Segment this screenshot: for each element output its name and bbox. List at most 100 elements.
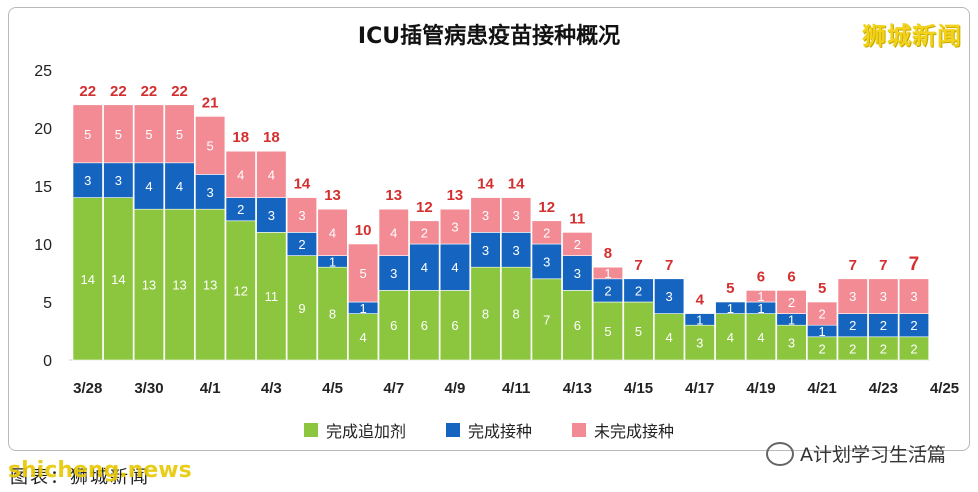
x-tick-label: 4/23 xyxy=(869,380,898,397)
bar-segment-booster xyxy=(225,220,256,361)
bar-segment-full xyxy=(470,232,501,268)
segment-value-label: 3 xyxy=(513,243,520,258)
y-tick-label: 10 xyxy=(34,237,52,254)
segment-value-label: 4 xyxy=(390,225,397,240)
segment-value-label: 2 xyxy=(819,341,826,356)
legend-label-full: 完成接种 xyxy=(467,422,532,441)
segment-value-label: 2 xyxy=(880,318,887,333)
wechat-icon xyxy=(766,441,794,466)
total-value-label: 6 xyxy=(757,268,765,285)
legend-swatch-unvaccinated xyxy=(572,423,586,437)
segment-value-label: 1 xyxy=(360,301,367,316)
total-value-label: 22 xyxy=(79,83,96,100)
bar-segment-booster xyxy=(409,290,440,361)
total-value-label: 21 xyxy=(202,94,219,111)
legend: 完成追加剂 完成接种 未完成接种 xyxy=(0,418,978,442)
segment-value-label: 6 xyxy=(574,318,581,333)
bar-segment-booster xyxy=(562,290,593,361)
bar-segment-unvaccinated xyxy=(501,197,532,233)
total-value-label: 5 xyxy=(818,280,826,297)
segment-value-label: 2 xyxy=(788,295,795,310)
segment-value-label: 2 xyxy=(604,283,611,298)
bar-segment-unvaccinated xyxy=(286,197,318,233)
legend-label-booster: 完成追加剂 xyxy=(325,422,406,441)
bar-segment-unvaccinated xyxy=(470,197,501,233)
segment-value-label: 3 xyxy=(543,254,550,269)
segment-value-label: 3 xyxy=(115,173,122,188)
x-tick-label: 4/17 xyxy=(685,380,714,397)
segment-value-label: 8 xyxy=(482,307,489,322)
total-value-label: 22 xyxy=(171,83,188,100)
total-value-label: 22 xyxy=(141,83,158,100)
bar-segment-unvaccinated xyxy=(256,150,287,198)
segment-value-label: 4 xyxy=(757,330,764,345)
bar-segment-unvaccinated xyxy=(72,104,103,164)
segment-value-label: 8 xyxy=(329,307,336,322)
bar-segment-booster xyxy=(317,266,348,361)
bar-segment-unvaccinated xyxy=(776,290,807,314)
bar-segment-booster xyxy=(378,290,409,361)
segment-value-label: 5 xyxy=(145,127,152,142)
segment-value-label: 2 xyxy=(910,318,917,333)
wechat-account: A计划学习生活篇 xyxy=(766,440,946,467)
bar-segment-unvaccinated xyxy=(898,278,930,314)
bar-segment-booster xyxy=(684,324,715,361)
bar-segment-booster xyxy=(470,266,501,361)
segment-value-label: 3 xyxy=(574,266,581,281)
bar-segment-full xyxy=(501,232,532,268)
bar-segment-unvaccinated xyxy=(378,208,409,256)
segment-value-label: 3 xyxy=(482,243,489,258)
segment-value-label: 5 xyxy=(207,138,214,153)
bar-segment-unvaccinated xyxy=(225,150,256,198)
segment-value-label: 13 xyxy=(203,278,217,293)
total-value-label: 5 xyxy=(726,280,734,297)
segment-value-label: 1 xyxy=(819,324,826,339)
bar-segment-booster xyxy=(195,208,226,361)
bar-segment-full xyxy=(562,255,593,291)
bar-segment-unvaccinated xyxy=(531,220,562,245)
legend-item-full: 完成接种 xyxy=(445,418,532,442)
segment-value-label: 5 xyxy=(635,324,642,339)
y-tick-label: 20 xyxy=(34,121,52,138)
bar-segment-full xyxy=(195,174,226,210)
segment-value-label: 5 xyxy=(84,127,91,142)
segment-value-label: 1 xyxy=(696,312,703,327)
bar-segment-booster xyxy=(133,208,164,361)
bar-segment-unvaccinated xyxy=(195,116,226,175)
segment-value-label: 7 xyxy=(543,312,550,327)
x-tick-label: 4/13 xyxy=(563,380,592,397)
segment-value-label: 1 xyxy=(329,254,336,269)
segment-value-label: 6 xyxy=(451,318,458,333)
total-value-label: 8 xyxy=(604,245,612,262)
y-tick-label: 15 xyxy=(34,179,52,196)
y-tick-label: 0 xyxy=(43,353,52,370)
segment-value-label: 3 xyxy=(390,266,397,281)
segment-value-label: 3 xyxy=(268,208,275,223)
x-tick-label: 3/28 xyxy=(73,380,102,397)
x-tick-label: 4/9 xyxy=(445,380,466,397)
bar-segment-unvaccinated xyxy=(164,104,195,164)
total-value-label: 13 xyxy=(324,187,341,204)
segment-value-label: 3 xyxy=(880,289,887,304)
segment-value-label: 2 xyxy=(543,225,550,240)
segment-value-label: 3 xyxy=(788,336,795,351)
bar-segment-booster xyxy=(348,313,379,361)
segment-value-label: 8 xyxy=(513,307,520,322)
bar-segment-booster xyxy=(715,313,746,361)
total-value-label: 18 xyxy=(232,129,249,146)
bar-segment-unvaccinated xyxy=(745,290,777,303)
segment-value-label: 2 xyxy=(910,341,917,356)
chart-title: ICU插管病患疫苗接种概况 xyxy=(357,24,621,49)
bar-segment-full xyxy=(439,243,471,291)
bar-segment-unvaccinated xyxy=(103,104,134,164)
total-value-label: 4 xyxy=(696,292,705,309)
segment-value-label: 2 xyxy=(237,202,244,217)
segment-value-label: 2 xyxy=(880,341,887,356)
segment-value-label: 3 xyxy=(84,173,91,188)
total-value-label: 14 xyxy=(294,176,311,193)
bar-segment-full xyxy=(378,255,409,291)
bar-segment-full xyxy=(103,162,134,198)
segment-value-label: 5 xyxy=(604,324,611,339)
segment-value-label: 3 xyxy=(513,208,520,223)
total-value-label: 18 xyxy=(263,129,280,146)
